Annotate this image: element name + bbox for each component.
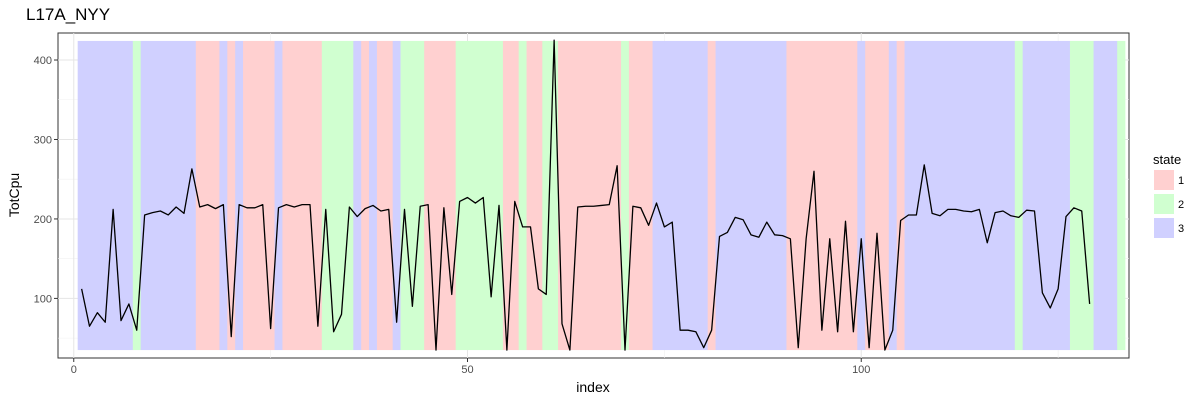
state-band-1	[558, 40, 622, 351]
y-tick-label: 400	[34, 55, 52, 67]
legend-label: 2	[1178, 199, 1184, 211]
state-band-3	[369, 40, 378, 351]
state-band-1	[502, 40, 519, 351]
legend-key-state-3	[1154, 218, 1174, 238]
x-tick-label: 0	[71, 364, 77, 376]
legend-key-state-2	[1154, 194, 1174, 214]
series-line-layer	[80, 39, 1091, 351]
state-band-2	[455, 40, 504, 351]
state-band-2	[1117, 40, 1126, 351]
state-band-1	[896, 40, 905, 351]
x-axis-title: index	[576, 379, 609, 395]
axis-ticks: 0 50 100 100 200 300 400	[34, 55, 871, 376]
state-bands	[77, 40, 1126, 351]
y-tick-label: 300	[34, 134, 52, 146]
state-band-1	[424, 40, 456, 351]
state-band-2	[321, 40, 354, 351]
state-band-1	[628, 40, 653, 351]
state-band-2	[1069, 40, 1094, 351]
state-band-3	[392, 40, 401, 351]
legend-label: 3	[1178, 223, 1184, 235]
state-band-1	[376, 40, 393, 351]
state-band-2	[1014, 40, 1023, 351]
state-band-2	[621, 40, 630, 351]
state-band-3	[857, 40, 866, 351]
state-band-1	[227, 40, 236, 351]
state-band-1	[786, 40, 858, 351]
chart-title: L17A_NYY	[26, 5, 110, 24]
x-tick-label: 100	[852, 364, 870, 376]
x-tick-label: 50	[461, 364, 473, 376]
state-band-3	[652, 40, 708, 351]
state-band-3	[904, 40, 1016, 351]
legend: state 1 2 3	[1153, 152, 1184, 238]
state-band-3	[77, 40, 134, 351]
y-axis-title: TotCpu	[6, 173, 22, 217]
state-band-3	[888, 40, 897, 351]
legend-title: state	[1153, 152, 1181, 167]
state-band-1	[707, 40, 716, 351]
state-band-2	[400, 40, 425, 351]
state-band-1	[526, 40, 543, 351]
y-tick-label: 200	[34, 214, 52, 226]
legend-label: 1	[1178, 175, 1184, 187]
state-band-1	[865, 40, 890, 351]
state-band-2	[518, 40, 527, 351]
totcpu-series-line	[80, 39, 1091, 351]
state-band-3	[274, 40, 283, 351]
state-band-1	[195, 40, 220, 351]
state-band-3	[219, 40, 228, 351]
state-band-1	[243, 40, 275, 351]
state-band-3	[1093, 40, 1118, 351]
legend-key-state-1	[1154, 170, 1174, 190]
state-band-3	[1022, 40, 1071, 351]
y-tick-label: 100	[34, 293, 52, 305]
state-band-3	[235, 40, 244, 351]
state-band-2	[132, 40, 141, 351]
state-band-3	[715, 40, 787, 351]
state-band-3	[353, 40, 362, 351]
state-band-1	[361, 40, 370, 351]
